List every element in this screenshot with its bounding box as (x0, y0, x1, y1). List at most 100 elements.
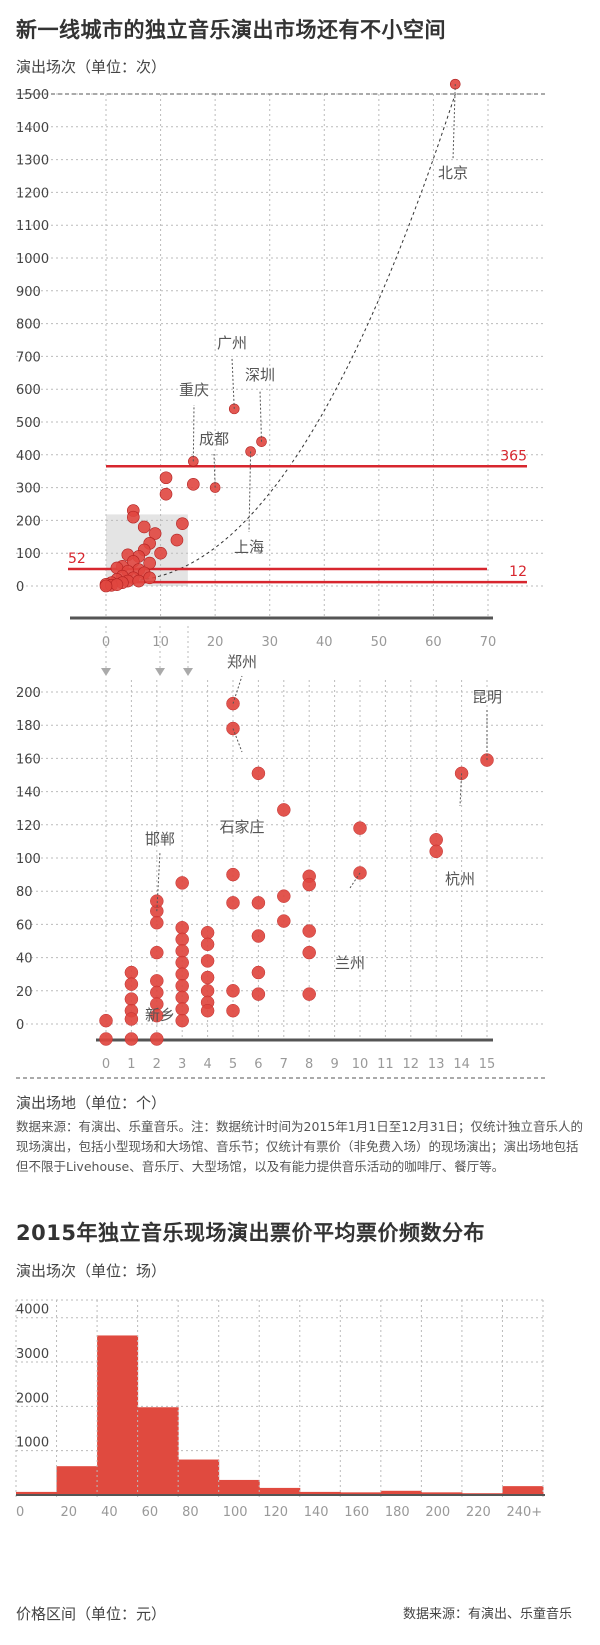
x-tick-label: 5 (229, 1057, 237, 1072)
y-tick-label: 1100 (16, 219, 49, 234)
data-point (99, 579, 113, 593)
x-tick-label: 13 (428, 1057, 445, 1072)
y-tick-label: 1000 (16, 252, 49, 267)
data-point (226, 896, 240, 910)
data-point (159, 471, 173, 485)
x-tick-label: 6 (254, 1057, 262, 1072)
histogram-bar (137, 1407, 179, 1495)
x-tick-label: 0 (16, 1505, 24, 1520)
data-point (150, 915, 164, 930)
y-tick-label: 500 (16, 416, 41, 431)
histogram-bar (16, 1491, 58, 1495)
histogram-bar (97, 1335, 139, 1495)
histogram-title: 2015年独立音乐现场演出票价平均票价频数分布 (16, 1221, 485, 1245)
y-tick-label: 60 (16, 918, 33, 933)
histogram-bar (299, 1491, 341, 1495)
source-note: 数据来源：有演出、乐童音乐。注：数据统计时间为2015年1月1日至12月31日；… (16, 1119, 584, 1174)
data-point (251, 929, 266, 943)
data-point (200, 937, 215, 952)
data-point (251, 965, 266, 980)
callout-line (259, 389, 263, 442)
y-tick-label: 0 (16, 580, 24, 595)
x-tick-label: 40 (316, 635, 333, 650)
y-tick-label: 600 (16, 383, 41, 398)
y-tick-label: 140 (16, 786, 41, 801)
data-point (99, 1013, 113, 1028)
data-point (124, 1012, 139, 1026)
y-tick-label: 40 (16, 952, 33, 967)
data-point (251, 987, 266, 1001)
x-tick-label: 200 (425, 1505, 450, 1520)
data-point (302, 945, 316, 960)
y-tick-label: 200 (16, 686, 41, 701)
x-tick-label: 10 (352, 1057, 369, 1072)
callout-line (231, 357, 235, 409)
y-tick-label: 20 (16, 985, 33, 1000)
callout-line (192, 404, 195, 462)
callout-label: 上海 (234, 538, 264, 556)
scatter-chart-top: 0 100 200 300 400 500 600 700 800 900 1000 1100 1200… (16, 78, 545, 650)
y-tick-label: 300 (16, 482, 41, 497)
y-tick-label: 100 (16, 547, 41, 562)
y-tick-label: 900 (16, 285, 41, 300)
y-tick-label: 400 (16, 449, 41, 464)
data-point (175, 1013, 189, 1028)
x-tick-label: 1 (127, 1057, 135, 1072)
x-tick-label: 180 (385, 1505, 410, 1520)
data-point (277, 914, 291, 928)
data-point (176, 517, 189, 530)
x-tick-label: 3 (178, 1057, 186, 1072)
data-point (429, 844, 443, 859)
data-point (150, 894, 164, 908)
y-tick-label: 80 (16, 885, 33, 900)
y-tick-label: 3000 (16, 1347, 49, 1362)
main-title: 新一线城市的独立音乐演出市场还有不小空间 (16, 18, 446, 42)
data-point (200, 970, 215, 985)
data-point (143, 556, 156, 570)
data-point (154, 546, 167, 560)
histogram-bar (178, 1459, 220, 1495)
histogram-bar (421, 1492, 463, 1495)
callout-label: 兰州 (335, 954, 365, 972)
data-point (159, 487, 173, 501)
data-point (353, 821, 367, 835)
data-point (200, 954, 215, 968)
x-tick-label: 20 (207, 635, 224, 650)
x-tick-label: 160 (344, 1505, 369, 1520)
callout-label: 杭州 (445, 870, 475, 888)
y-tick-label: 0 (16, 1018, 24, 1033)
y-tick-label: 1200 (16, 186, 49, 201)
x-tick-label: 240+ (506, 1505, 542, 1520)
histogram-xlabel: 价格区间（单位：元） (16, 1605, 167, 1623)
callout-line (213, 453, 216, 488)
x-tick-label: 30 (261, 635, 278, 650)
histogram-bar (218, 1479, 260, 1495)
data-point (226, 867, 240, 882)
histogram-ylabel: 演出场次（单位：场） (16, 1262, 167, 1280)
x-tick-label: 15 (479, 1057, 496, 1072)
callout-label: 成都 (199, 430, 229, 448)
data-point (277, 803, 291, 817)
y-tick-label: 700 (16, 350, 41, 365)
x-tick-label: 4 (203, 1057, 211, 1072)
data-point (137, 520, 151, 534)
reference-line-label: 365 (500, 448, 527, 464)
callout-line (349, 872, 361, 889)
data-point (126, 510, 140, 524)
data-point (187, 478, 200, 491)
zoom-arrow-icon (183, 668, 193, 676)
data-point (150, 945, 164, 960)
scatter1-ylabel: 演出场次（单位：次） (16, 58, 167, 76)
x-tick-label: 8 (305, 1057, 313, 1072)
callout-label: 昆明 (472, 688, 502, 706)
x-tick-label: 9 (330, 1057, 338, 1072)
x-tick-label: 2 (153, 1057, 161, 1072)
x-tick-label: 120 (263, 1505, 288, 1520)
callout-label: 深圳 (245, 366, 275, 384)
data-point (251, 896, 266, 910)
callout-line (452, 84, 456, 161)
callout-line (248, 451, 252, 533)
histogram-bar (340, 1492, 382, 1495)
histogram-bar (259, 1487, 301, 1495)
